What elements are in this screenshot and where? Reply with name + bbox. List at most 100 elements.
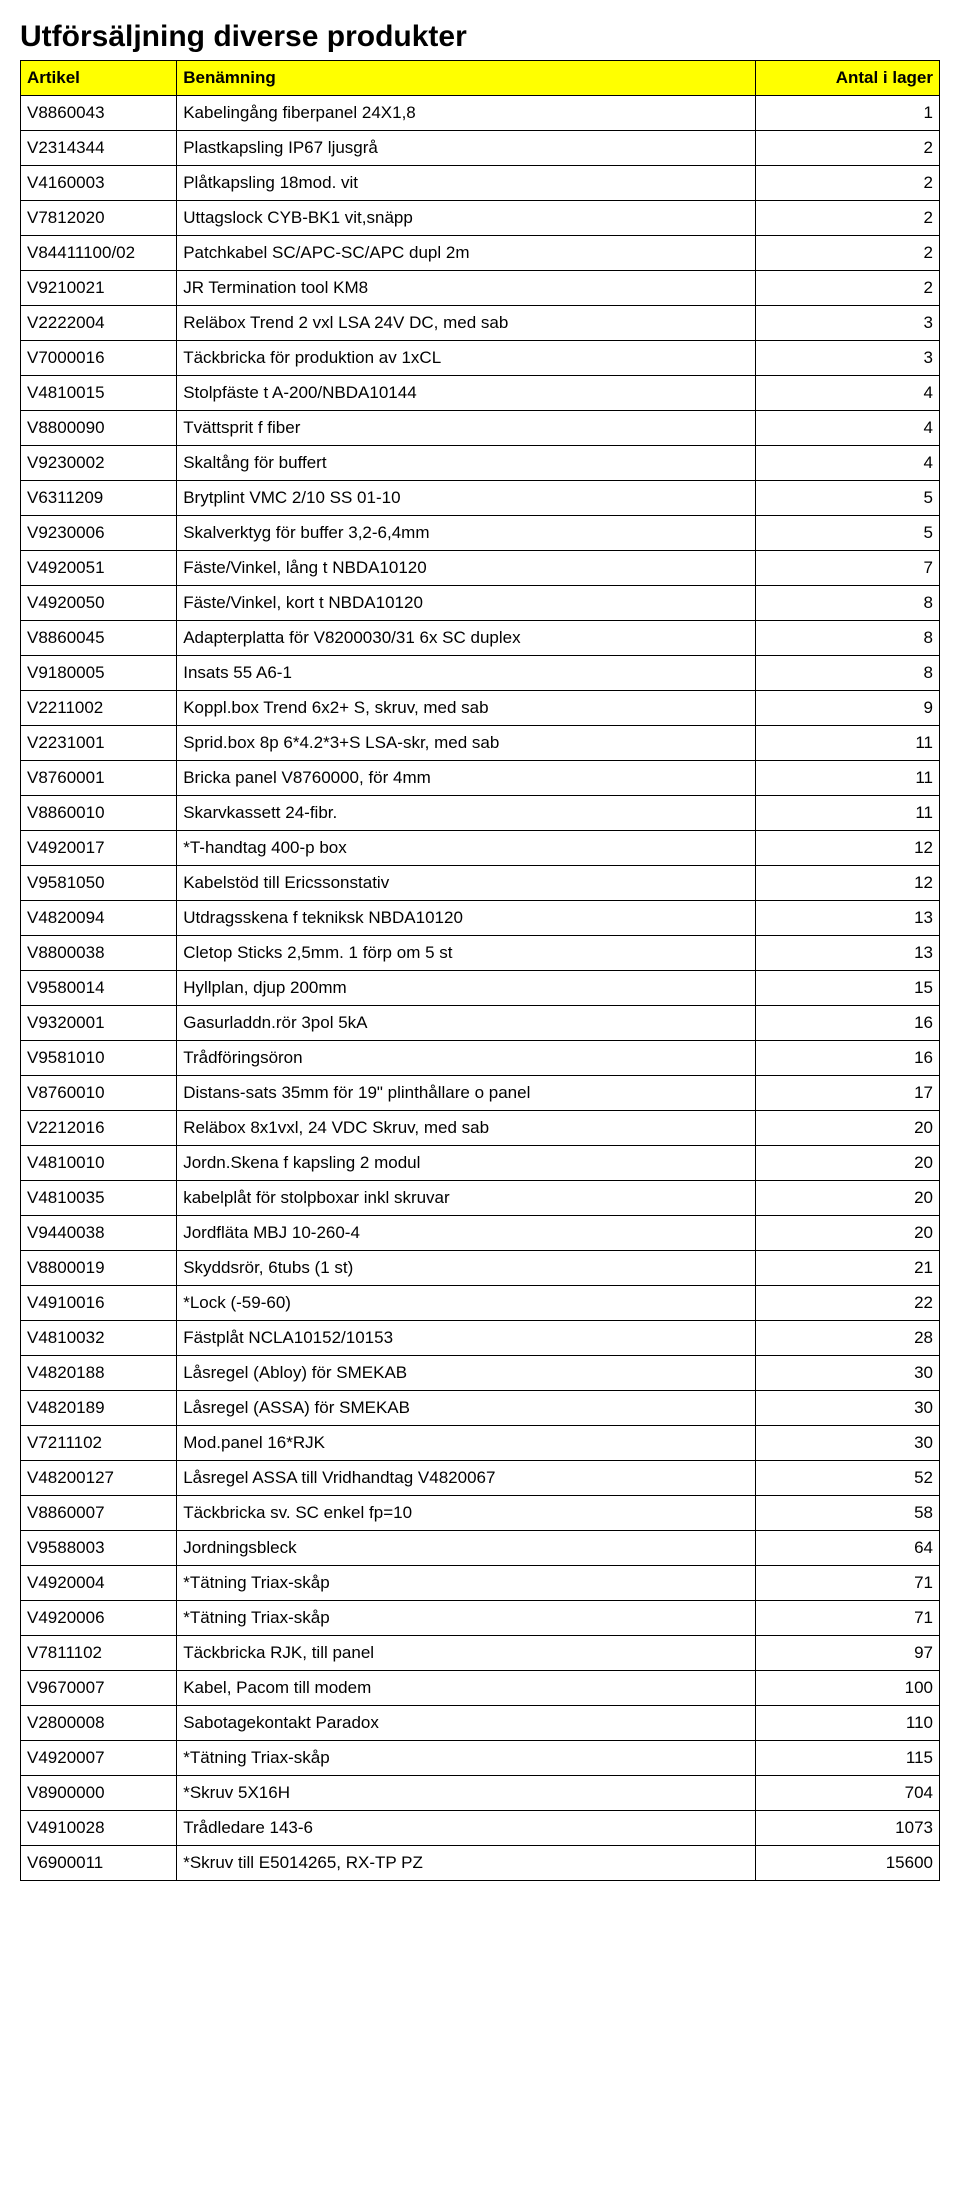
table-row: V8760010Distans-sats 35mm för 19" plinth… xyxy=(21,1076,940,1111)
cell-benamning: JR Termination tool KM8 xyxy=(177,271,756,306)
cell-benamning: Bricka panel V8760000, för 4mm xyxy=(177,761,756,796)
cell-artikel: V4920006 xyxy=(21,1601,177,1636)
cell-benamning: Uttagslock CYB-BK1 vit,snäpp xyxy=(177,201,756,236)
table-row: V48200127Låsregel ASSA till Vridhandtag … xyxy=(21,1461,940,1496)
table-row: V8860010Skarvkassett 24-fibr.11 xyxy=(21,796,940,831)
cell-artikel: V7000016 xyxy=(21,341,177,376)
cell-antal: 2 xyxy=(756,271,940,306)
cell-antal: 20 xyxy=(756,1181,940,1216)
cell-antal: 17 xyxy=(756,1076,940,1111)
table-row: V9580014Hyllplan, djup 200mm15 xyxy=(21,971,940,1006)
cell-artikel: V7211102 xyxy=(21,1426,177,1461)
cell-benamning: Distans-sats 35mm för 19" plinthållare o… xyxy=(177,1076,756,1111)
cell-benamning: Låsregel (ASSA) för SMEKAB xyxy=(177,1391,756,1426)
table-row: V2212016Reläbox 8x1vxl, 24 VDC Skruv, me… xyxy=(21,1111,940,1146)
cell-antal: 8 xyxy=(756,621,940,656)
table-row: V7211102Mod.panel 16*RJK30 xyxy=(21,1426,940,1461)
cell-antal: 3 xyxy=(756,341,940,376)
cell-artikel: V4910016 xyxy=(21,1286,177,1321)
table-row: V9581050Kabelstöd till Ericssonstativ12 xyxy=(21,866,940,901)
table-row: V4820188Låsregel (Abloy) för SMEKAB30 xyxy=(21,1356,940,1391)
cell-benamning: Skaltång för buffert xyxy=(177,446,756,481)
table-row: V9588003Jordningsbleck64 xyxy=(21,1531,940,1566)
table-row: V4910028Trådledare 143-61073 xyxy=(21,1811,940,1846)
table-row: V8860045Adapterplatta för V8200030/31 6x… xyxy=(21,621,940,656)
cell-benamning: Plåtkapsling 18mod. vit xyxy=(177,166,756,201)
cell-artikel: V4810035 xyxy=(21,1181,177,1216)
cell-antal: 4 xyxy=(756,446,940,481)
cell-antal: 13 xyxy=(756,901,940,936)
table-row: V6311209Brytplint VMC 2/10 SS 01-105 xyxy=(21,481,940,516)
cell-artikel: V8760001 xyxy=(21,761,177,796)
col-header-benamning: Benämning xyxy=(177,61,756,96)
cell-antal: 52 xyxy=(756,1461,940,1496)
cell-benamning: *T-handtag 400-p box xyxy=(177,831,756,866)
cell-artikel: V9670007 xyxy=(21,1671,177,1706)
cell-benamning: Sabotagekontakt Paradox xyxy=(177,1706,756,1741)
cell-benamning: *Skruv 5X16H xyxy=(177,1776,756,1811)
cell-benamning: Skarvkassett 24-fibr. xyxy=(177,796,756,831)
cell-artikel: V9581010 xyxy=(21,1041,177,1076)
cell-artikel: V9581050 xyxy=(21,866,177,901)
cell-antal: 28 xyxy=(756,1321,940,1356)
table-row: V9670007Kabel, Pacom till modem100 xyxy=(21,1671,940,1706)
cell-benamning: Jordningsbleck xyxy=(177,1531,756,1566)
cell-artikel: V6311209 xyxy=(21,481,177,516)
cell-artikel: V4160003 xyxy=(21,166,177,201)
table-row: V2211002Koppl.box Trend 6x2+ S, skruv, m… xyxy=(21,691,940,726)
cell-benamning: Stolpfäste t A-200/NBDA10144 xyxy=(177,376,756,411)
table-row: V9230006Skalverktyg för buffer 3,2-6,4mm… xyxy=(21,516,940,551)
cell-benamning: Koppl.box Trend 6x2+ S, skruv, med sab xyxy=(177,691,756,726)
cell-benamning: *Tätning Triax-skåp xyxy=(177,1566,756,1601)
cell-benamning: Insats 55 A6-1 xyxy=(177,656,756,691)
cell-antal: 1 xyxy=(756,96,940,131)
cell-antal: 1073 xyxy=(756,1811,940,1846)
cell-antal: 21 xyxy=(756,1251,940,1286)
cell-artikel: V4920051 xyxy=(21,551,177,586)
cell-benamning: *Tätning Triax-skåp xyxy=(177,1601,756,1636)
cell-artikel: V4920007 xyxy=(21,1741,177,1776)
cell-antal: 11 xyxy=(756,796,940,831)
table-row: V9230002Skaltång för buffert4 xyxy=(21,446,940,481)
cell-antal: 30 xyxy=(756,1426,940,1461)
cell-artikel: V9580014 xyxy=(21,971,177,1006)
col-header-artikel: Artikel xyxy=(21,61,177,96)
cell-antal: 2 xyxy=(756,131,940,166)
cell-artikel: V4920004 xyxy=(21,1566,177,1601)
cell-antal: 11 xyxy=(756,726,940,761)
cell-antal: 20 xyxy=(756,1216,940,1251)
cell-benamning: Plastkapsling IP67 ljusgrå xyxy=(177,131,756,166)
table-row: V8800090Tvättsprit f fiber4 xyxy=(21,411,940,446)
table-row: V4920051Fäste/Vinkel, lång t NBDA101207 xyxy=(21,551,940,586)
cell-antal: 15600 xyxy=(756,1846,940,1881)
cell-antal: 13 xyxy=(756,936,940,971)
cell-artikel: V7812020 xyxy=(21,201,177,236)
table-row: V9581010Trådföringsöron16 xyxy=(21,1041,940,1076)
table-row: V4810010Jordn.Skena f kapsling 2 modul20 xyxy=(21,1146,940,1181)
table-row: V4810032Fästplåt NCLA10152/1015328 xyxy=(21,1321,940,1356)
cell-artikel: V2212016 xyxy=(21,1111,177,1146)
table-row: V4810035kabelplåt för stolpboxar inkl sk… xyxy=(21,1181,940,1216)
table-row: V4920017*T-handtag 400-p box12 xyxy=(21,831,940,866)
cell-antal: 4 xyxy=(756,376,940,411)
cell-artikel: V84411100/02 xyxy=(21,236,177,271)
cell-antal: 97 xyxy=(756,1636,940,1671)
cell-benamning: Tvättsprit f fiber xyxy=(177,411,756,446)
cell-antal: 30 xyxy=(756,1356,940,1391)
cell-antal: 4 xyxy=(756,411,940,446)
table-row: V7000016Täckbricka för produktion av 1xC… xyxy=(21,341,940,376)
cell-benamning: Skalverktyg för buffer 3,2-6,4mm xyxy=(177,516,756,551)
cell-artikel: V4920017 xyxy=(21,831,177,866)
cell-antal: 20 xyxy=(756,1111,940,1146)
cell-artikel: V7811102 xyxy=(21,1636,177,1671)
cell-artikel: V4820188 xyxy=(21,1356,177,1391)
cell-artikel: V8800038 xyxy=(21,936,177,971)
cell-benamning: *Lock (-59-60) xyxy=(177,1286,756,1321)
cell-benamning: Låsregel (Abloy) för SMEKAB xyxy=(177,1356,756,1391)
table-row: V4160003Plåtkapsling 18mod. vit2 xyxy=(21,166,940,201)
cell-antal: 5 xyxy=(756,516,940,551)
cell-antal: 704 xyxy=(756,1776,940,1811)
cell-artikel: V9320001 xyxy=(21,1006,177,1041)
cell-artikel: V2211002 xyxy=(21,691,177,726)
table-header-row: Artikel Benämning Antal i lager xyxy=(21,61,940,96)
